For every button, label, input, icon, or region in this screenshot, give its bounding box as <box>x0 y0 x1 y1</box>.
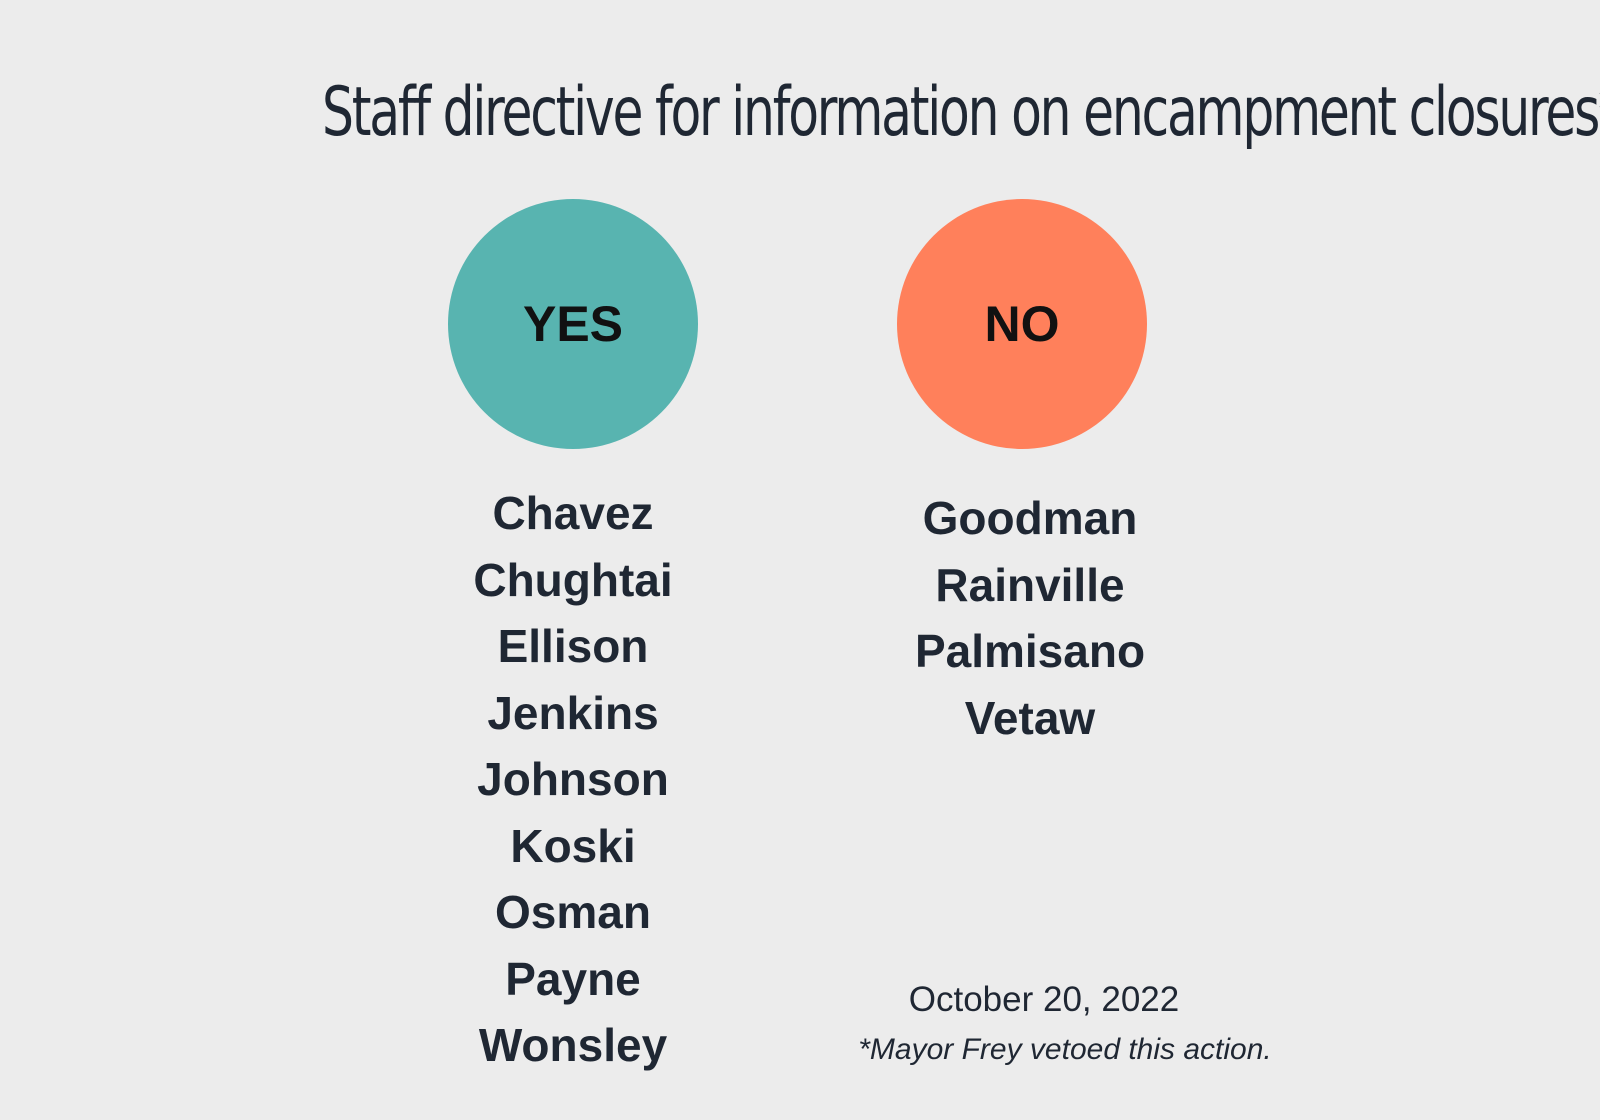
yes-voter-name: Wonsley <box>478 1019 668 1071</box>
yes-circle: YES <box>448 199 698 449</box>
yes-voter-name: Ellison <box>497 620 649 672</box>
yes-voter-name: Chughtai <box>473 553 673 606</box>
vote-date: October 20, 2022 <box>908 980 1180 1019</box>
yes-voter-name: Chavez <box>492 487 654 539</box>
no-label: NO <box>984 296 1060 352</box>
no-voter-name: Vetaw <box>964 691 1096 744</box>
yes-voter-name: Osman <box>495 886 651 938</box>
yes-voter-name: Payne <box>505 952 641 1005</box>
no-voter-name: Palmisano <box>914 625 1146 677</box>
yes-label: YES <box>522 296 624 352</box>
yes-voter-name: Koski <box>510 819 636 872</box>
yes-voter-name: Jenkins <box>487 686 659 739</box>
no-voter-name: Rainville <box>935 558 1125 611</box>
yes-votes-list: Chavez Chughtai Ellison Jenkins Johnson … <box>423 480 723 1079</box>
veto-footnote: *Mayor Frey vetoed this action. <box>858 1033 1272 1066</box>
no-voter-name: Goodman <box>922 492 1138 544</box>
yes-voter-name: Johnson <box>477 753 669 805</box>
no-circle: NO <box>897 199 1147 449</box>
page-title: Staff directive for information on encam… <box>322 73 1600 152</box>
no-votes-list: Goodman Rainville Palmisano Vetaw <box>880 485 1180 751</box>
